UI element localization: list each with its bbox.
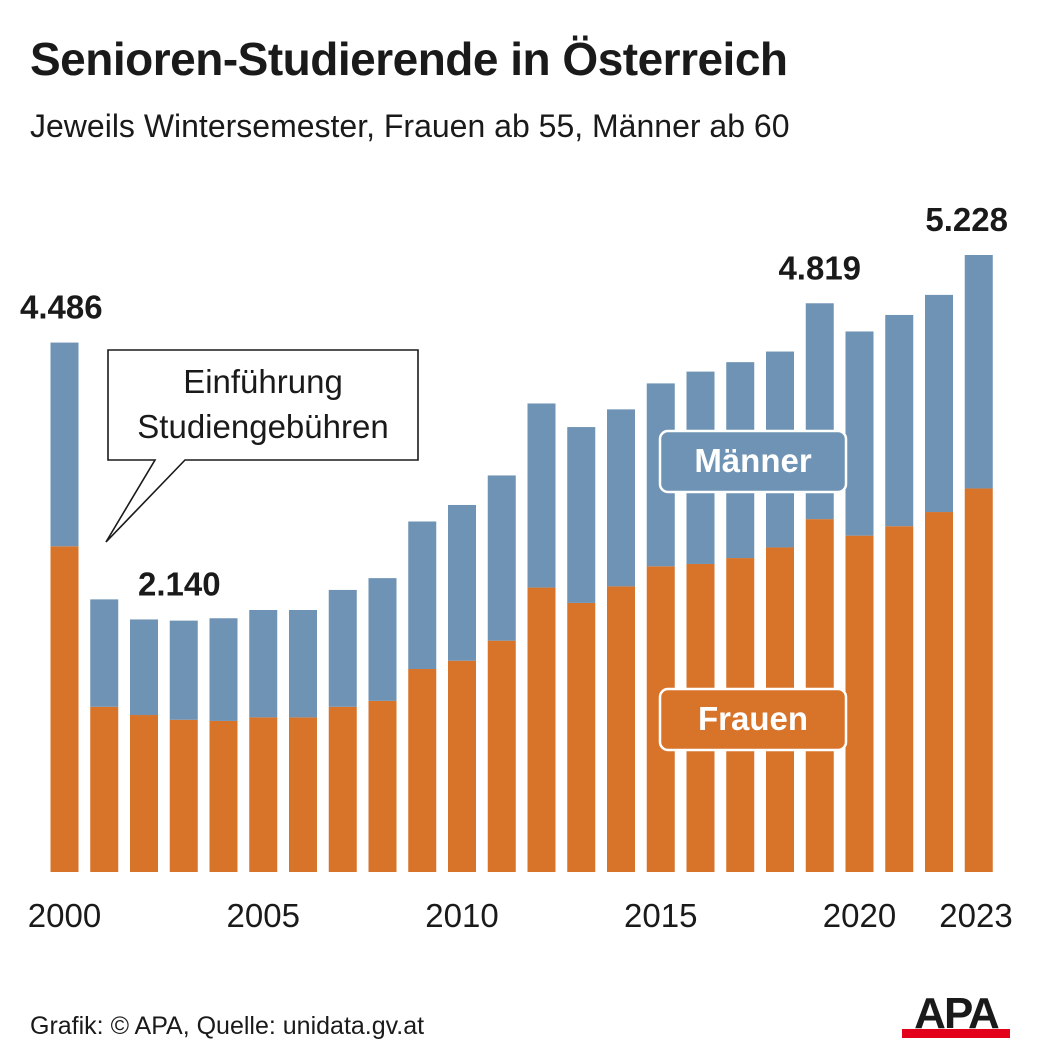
bar-maenner-2013 — [567, 427, 596, 603]
data-label-2023: 5.228 — [925, 201, 1008, 238]
bar-maenner-2011 — [487, 475, 516, 641]
bar-maenner-2007 — [328, 589, 357, 707]
bar-maenner-2008 — [368, 578, 397, 701]
bar-frauen-2011 — [487, 640, 516, 872]
bar-frauen-2001 — [90, 706, 119, 872]
bar-frauen-2009 — [408, 669, 437, 872]
bar-maenner-2021 — [885, 314, 914, 527]
bar-maenner-2009 — [408, 521, 437, 670]
chart-title: Senioren-Studierende in Österreich — [30, 33, 788, 85]
apa-logo: APA — [902, 990, 1010, 1038]
bar-frauen-2006 — [289, 717, 317, 872]
chart-subtitle: Jeweils Wintersemester, Frauen ab 55, Mä… — [30, 108, 790, 144]
bar-maenner-2022 — [925, 294, 953, 513]
bar-maenner-2020 — [845, 331, 874, 536]
stacked-bar-chart: 4.486 2.140 4.819 5.228 2000 2005 2010 2015 202… — [20, 201, 1013, 934]
legend-maenner-label: Männer — [694, 442, 812, 479]
data-labels-group: 4.486 2.140 4.819 5.228 — [20, 201, 1008, 602]
x-tick-2000: 2000 — [28, 897, 101, 934]
bar-maenner-2003 — [169, 620, 198, 720]
legend-maenner-box — [658, 429, 848, 494]
legend-frauen-box — [658, 687, 848, 752]
data-label-2002: 2.140 — [138, 565, 221, 602]
bar-maenner-2005 — [249, 609, 278, 718]
bar-maenner-2004 — [209, 618, 238, 721]
x-axis-ticks: 2000 2005 2010 2015 2020 2023 — [28, 897, 1013, 934]
bar-frauen-2023 — [964, 488, 993, 872]
x-tick-2015: 2015 — [624, 897, 697, 934]
x-tick-2005: 2005 — [227, 897, 300, 934]
bar-frauen-2000 — [50, 546, 79, 872]
annotation-callout: Einführung Studiengebühren — [105, 349, 419, 543]
bar-frauen-2014 — [607, 586, 635, 872]
bar-frauen-2013 — [567, 602, 596, 872]
annotation-line-1: Einführung — [183, 363, 343, 400]
bar-maenner-2010 — [448, 504, 476, 661]
bar-maenner-2023 — [964, 255, 993, 489]
data-label-2019: 4.819 — [778, 249, 861, 286]
x-tick-2023: 2023 — [939, 897, 1012, 934]
bar-maenner-2000 — [50, 342, 79, 547]
bar-maenner-2006 — [289, 609, 317, 718]
x-tick-2020: 2020 — [823, 897, 896, 934]
bar-frauen-2003 — [169, 719, 198, 872]
legend-frauen-label: Frauen — [698, 700, 808, 737]
bar-frauen-2004 — [209, 720, 238, 872]
legend-frauen: Frauen — [658, 687, 848, 752]
legend-maenner: Männer — [658, 429, 848, 494]
bar-maenner-2001 — [90, 599, 119, 707]
bars-group — [50, 255, 993, 872]
apa-logo-bar — [902, 1029, 1010, 1038]
bar-frauen-2021 — [885, 526, 914, 872]
bar-maenner-2012 — [527, 403, 556, 588]
bar-frauen-2020 — [845, 535, 874, 872]
bar-frauen-2010 — [448, 660, 476, 872]
bar-maenner-2014 — [607, 409, 635, 587]
data-label-2000: 4.486 — [20, 289, 103, 326]
bar-frauen-2002 — [130, 715, 158, 872]
source-note: Grafik: © APA, Quelle: unidata.gv.at — [30, 1012, 425, 1040]
annotation-line-2: Studiengebühren — [137, 408, 388, 445]
bar-frauen-2022 — [925, 512, 953, 872]
bar-frauen-2007 — [328, 706, 357, 872]
bar-maenner-2002 — [130, 619, 158, 716]
annotation-bubble — [105, 349, 419, 543]
bar-frauen-2012 — [527, 587, 556, 872]
x-tick-2010: 2010 — [425, 897, 498, 934]
bar-frauen-2008 — [368, 700, 397, 872]
bar-frauen-2005 — [249, 717, 278, 872]
